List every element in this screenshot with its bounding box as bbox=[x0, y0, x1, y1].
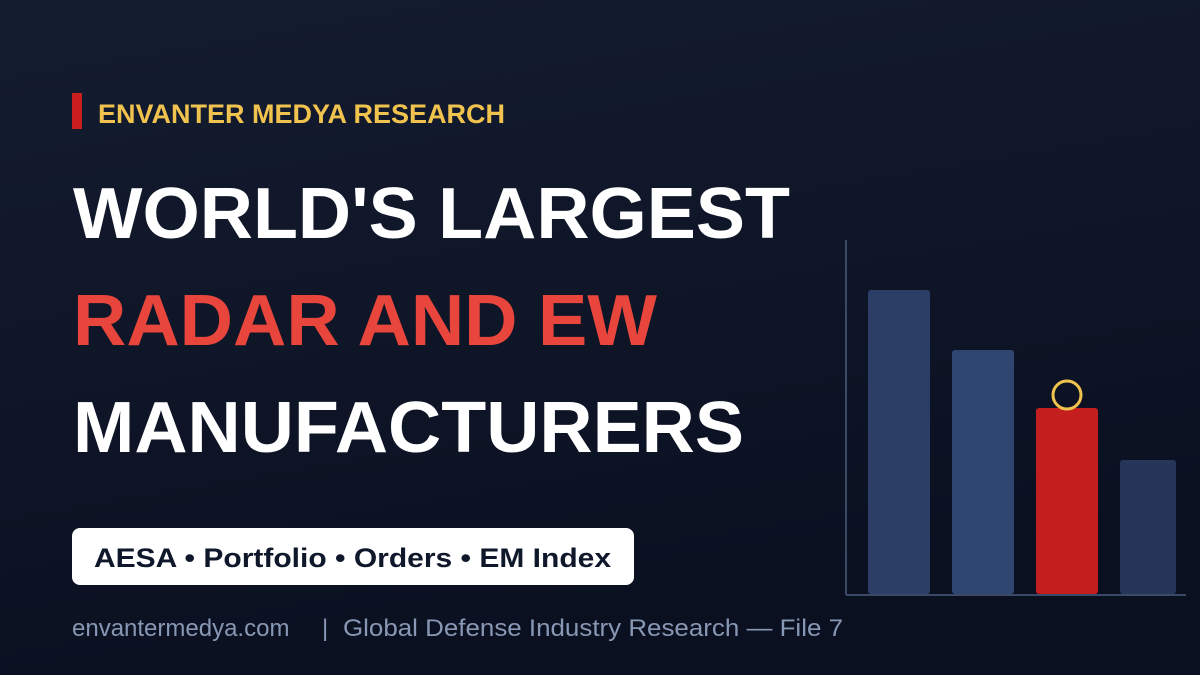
title-line: WORLD'S LARGEST bbox=[73, 174, 790, 254]
bar bbox=[868, 290, 930, 594]
kicker-marker bbox=[72, 93, 82, 129]
bar-highlight bbox=[1036, 408, 1098, 594]
title-line: MANUFACTURERS bbox=[73, 388, 744, 468]
decorative-chart bbox=[845, 240, 1186, 596]
kicker: ENVANTER MEDYA RESEARCH bbox=[98, 99, 505, 129]
footer-separator: | bbox=[322, 615, 328, 642]
title-line: RADAR AND EW bbox=[73, 281, 657, 361]
footer-text: Global Defense Industry Research — File … bbox=[343, 615, 843, 642]
highlight-ring bbox=[1051, 379, 1083, 411]
bar bbox=[1120, 460, 1176, 594]
tags: AESA • Portfolio • Orders • EM Index bbox=[94, 543, 611, 573]
bar bbox=[952, 350, 1014, 594]
footer-site: envantermedya.com bbox=[72, 615, 289, 642]
tag-pill bbox=[72, 528, 634, 585]
